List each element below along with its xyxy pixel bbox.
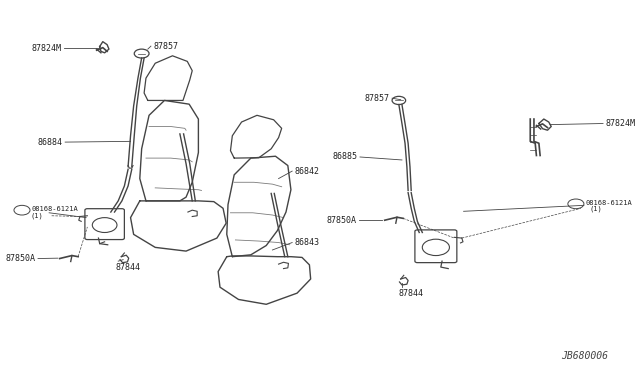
- Text: (1): (1): [589, 206, 602, 212]
- Text: 87844: 87844: [399, 289, 424, 298]
- Text: 87824M: 87824M: [31, 44, 61, 53]
- Text: (1): (1): [31, 212, 44, 219]
- Text: 87850A: 87850A: [6, 254, 36, 263]
- Text: 08168-6121A: 08168-6121A: [586, 200, 632, 206]
- Text: 87857: 87857: [154, 42, 179, 51]
- Text: 86842: 86842: [294, 167, 319, 176]
- Text: 87850A: 87850A: [326, 216, 356, 225]
- Text: 08168-6121A: 08168-6121A: [32, 206, 79, 212]
- Text: 86885: 86885: [333, 153, 358, 161]
- Text: 87857: 87857: [365, 94, 390, 103]
- Text: 86884: 86884: [38, 138, 63, 147]
- Text: 87824M: 87824M: [605, 119, 636, 128]
- Text: JB680006: JB680006: [561, 351, 609, 361]
- Text: 86843: 86843: [294, 238, 319, 247]
- Text: 87844: 87844: [115, 263, 140, 272]
